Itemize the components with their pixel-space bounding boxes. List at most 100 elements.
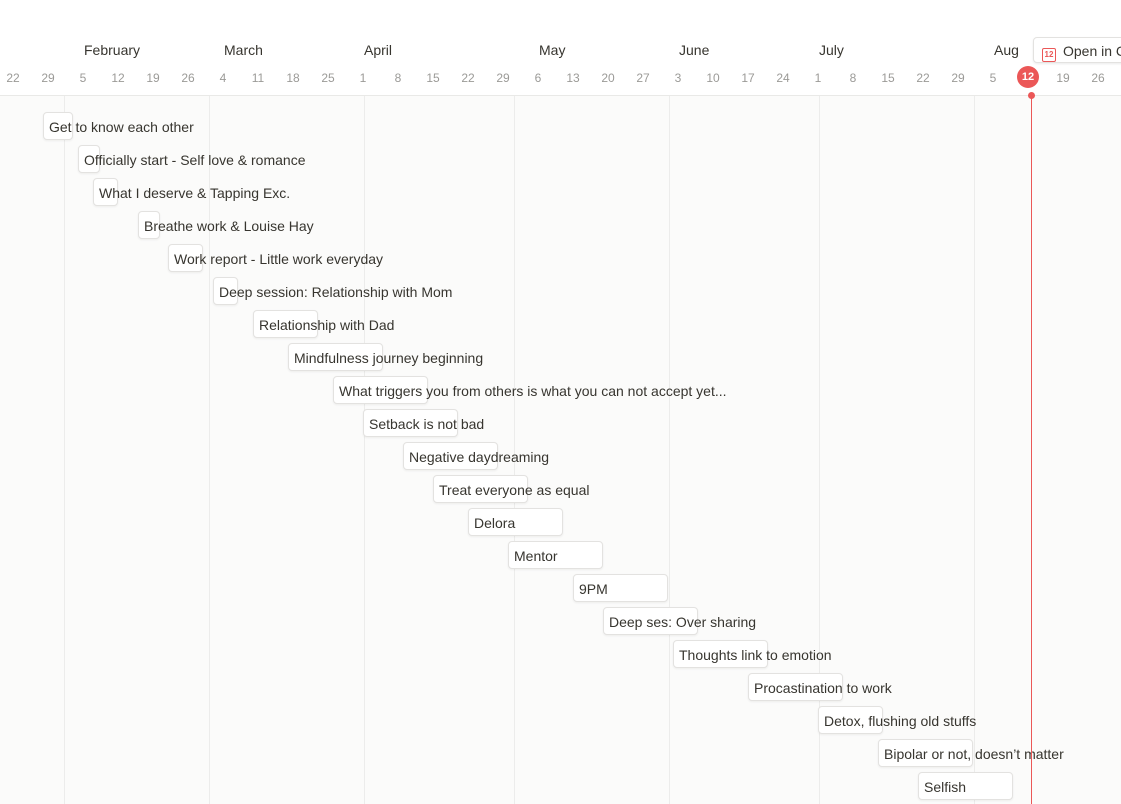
task-bar[interactable] — [253, 310, 318, 338]
task-title: Deep session: Relationship with Mom — [219, 284, 453, 300]
timeline-body: Get to know each other Officially start -… — [0, 96, 1121, 804]
day-label: 15 — [881, 71, 895, 85]
task-title: Negative daydreaming — [409, 449, 550, 465]
task-bar[interactable] — [573, 574, 668, 602]
day-label: 29 — [41, 71, 55, 85]
month-label: February — [84, 42, 141, 58]
task-row: Officially start - Self love & romance — [0, 145, 1121, 173]
day-label: 18 — [286, 71, 300, 85]
task-title: Delora — [474, 515, 516, 531]
task-title: What triggers you from others is what yo… — [339, 383, 727, 399]
task-bar[interactable] — [43, 112, 73, 140]
day-label: 26 — [1091, 71, 1105, 85]
day-label: 10 — [706, 71, 720, 85]
open-in-calendar-button[interactable]: 12 Open in Calendar — [1033, 37, 1121, 63]
month-label: July — [819, 42, 844, 58]
day-label: 1 — [359, 71, 367, 85]
task-bar[interactable] — [363, 409, 458, 437]
task-bar[interactable] — [403, 442, 498, 470]
task-bar[interactable] — [93, 178, 118, 206]
task-bar[interactable] — [168, 244, 203, 272]
day-label: 22 — [461, 71, 475, 85]
day-label: 19 — [1056, 71, 1070, 85]
task-row: Deep session: Relationship with Mom — [0, 277, 1121, 305]
task-bar[interactable] — [603, 607, 698, 635]
day-label: 22 — [6, 71, 20, 85]
task-row: Breathe work & Louise Hay — [0, 211, 1121, 239]
task-row: Negative daydreaming — [0, 442, 1121, 470]
task-title: Mentor — [514, 548, 558, 564]
day-label: 8 — [849, 71, 857, 85]
day-label: 11 — [251, 71, 265, 85]
task-bar[interactable] — [818, 706, 883, 734]
task-bar[interactable] — [918, 772, 1013, 800]
day-label: 1 — [814, 71, 822, 85]
month-divider — [209, 96, 210, 804]
day-label: 17 — [741, 71, 755, 85]
month-label: June — [679, 42, 710, 58]
task-row: Delora — [0, 508, 1121, 536]
today-line-dot — [1028, 92, 1035, 99]
task-bar[interactable] — [748, 673, 843, 701]
day-label: 15 — [426, 71, 440, 85]
task-bar[interactable] — [878, 739, 973, 767]
task-bar[interactable] — [508, 541, 603, 569]
month-label: March — [224, 42, 263, 58]
task-title: Detox, flushing old stuffs — [824, 713, 977, 729]
month-label: Aug — [994, 42, 1019, 58]
task-title: Relationship with Dad — [259, 317, 395, 333]
task-bar[interactable] — [138, 211, 160, 239]
month-divider — [364, 96, 365, 804]
month-label: May — [539, 42, 566, 58]
task-title: Thoughts link to emotion — [679, 647, 832, 663]
task-bar[interactable] — [213, 277, 238, 305]
task-bar[interactable] — [433, 475, 528, 503]
month-divider — [514, 96, 515, 804]
task-row: Treat everyone as equal — [0, 475, 1121, 503]
task-bar[interactable] — [288, 343, 383, 371]
task-title: Get to know each other — [49, 119, 194, 135]
day-label: 29 — [496, 71, 510, 85]
day-label: 22 — [916, 71, 930, 85]
day-label: 25 — [321, 71, 335, 85]
task-row: Detox, flushing old stuffs — [0, 706, 1121, 734]
task-bar[interactable] — [78, 145, 100, 173]
task-title: Work report - Little work everyday — [174, 251, 384, 267]
task-row: Thoughts link to emotion — [0, 640, 1121, 668]
calendar-icon: 12 — [1042, 48, 1056, 62]
task-title: Mindfulness journey beginning — [294, 350, 484, 366]
task-row: What triggers you from others is what yo… — [0, 376, 1121, 404]
task-bar[interactable] — [468, 508, 563, 536]
task-title: Treat everyone as equal — [439, 482, 590, 498]
timeline-header: February March April May June July Aug 22 29 5 12… — [0, 0, 1121, 96]
task-bar[interactable] — [333, 376, 428, 404]
day-label: 19 — [146, 71, 160, 85]
day-label: 8 — [394, 71, 402, 85]
day-label: 6 — [534, 71, 542, 85]
task-row: Work report - Little work everyday — [0, 244, 1121, 272]
month-divider — [819, 96, 820, 804]
task-title: What I deserve & Tapping Exc. — [99, 185, 291, 201]
today-line — [1031, 95, 1032, 804]
task-title: Deep ses: Over sharing — [609, 614, 757, 630]
task-row: Selfish — [0, 772, 1121, 800]
task-title: Bipolar or not, doesn’t matter — [884, 746, 1064, 762]
month-divider — [974, 96, 975, 804]
day-label: 13 — [566, 71, 580, 85]
task-row: Relationship with Dad — [0, 310, 1121, 338]
day-label: 27 — [636, 71, 650, 85]
task-title: 9PM — [579, 581, 608, 597]
task-bar[interactable] — [673, 640, 768, 668]
task-row: Mentor — [0, 541, 1121, 569]
day-label: 3 — [674, 71, 682, 85]
day-label: 4 — [219, 71, 227, 85]
task-row: Setback is not bad — [0, 409, 1121, 437]
day-label: 5 — [989, 71, 997, 85]
task-row: Bipolar or not, doesn’t matter — [0, 739, 1121, 767]
task-row: What I deserve & Tapping Exc. — [0, 178, 1121, 206]
today-marker: 12 — [1017, 66, 1039, 88]
open-in-calendar-label: Open in Calendar — [1063, 43, 1121, 59]
task-title: Setback is not bad — [369, 416, 485, 432]
month-divider — [669, 96, 670, 804]
day-label: 26 — [181, 71, 195, 85]
